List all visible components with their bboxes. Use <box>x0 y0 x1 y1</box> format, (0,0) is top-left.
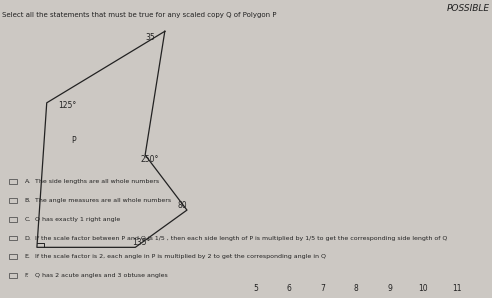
Text: F.: F. <box>25 273 29 278</box>
Text: 35: 35 <box>145 33 155 42</box>
Text: 80: 80 <box>177 201 187 210</box>
Text: Select all the statements that must be true for any scaled copy Q of Polygon P: Select all the statements that must be t… <box>2 12 277 18</box>
Bar <box>9 273 17 278</box>
Text: D.: D. <box>25 236 31 240</box>
Text: 9: 9 <box>387 284 392 293</box>
Text: E.: E. <box>25 254 31 259</box>
Text: If the scale factor is 2, each angle in P is multiplied by 2 to get the correspo: If the scale factor is 2, each angle in … <box>35 254 326 259</box>
Text: POSSIBLE: POSSIBLE <box>446 4 490 13</box>
Text: Q has 2 acute angles and 3 obtuse angles: Q has 2 acute angles and 3 obtuse angles <box>35 273 168 278</box>
Text: 10: 10 <box>418 284 428 293</box>
Text: B.: B. <box>25 198 31 203</box>
Text: 5: 5 <box>253 284 258 293</box>
Text: If the scale factor between P and Q is 1/5 , then each side length of P is multi: If the scale factor between P and Q is 1… <box>35 236 448 240</box>
Text: 7: 7 <box>320 284 325 293</box>
Text: 250°: 250° <box>140 155 158 164</box>
Text: P: P <box>71 136 76 145</box>
Text: A.: A. <box>25 179 31 184</box>
Bar <box>9 236 17 240</box>
Text: 11: 11 <box>452 284 461 293</box>
Text: 135°: 135° <box>132 238 150 247</box>
Text: 125°: 125° <box>58 101 76 110</box>
Text: The side lengths are all whole numbers: The side lengths are all whole numbers <box>35 179 159 184</box>
Bar <box>9 179 17 184</box>
Text: C.: C. <box>25 217 31 222</box>
Text: 6: 6 <box>287 284 292 293</box>
Text: Q has exactly 1 right angle: Q has exactly 1 right angle <box>35 217 121 222</box>
Bar <box>9 217 17 222</box>
Text: The angle measures are all whole numbers: The angle measures are all whole numbers <box>35 198 172 203</box>
Bar <box>9 198 17 203</box>
Text: 8: 8 <box>354 284 359 293</box>
Bar <box>9 254 17 259</box>
